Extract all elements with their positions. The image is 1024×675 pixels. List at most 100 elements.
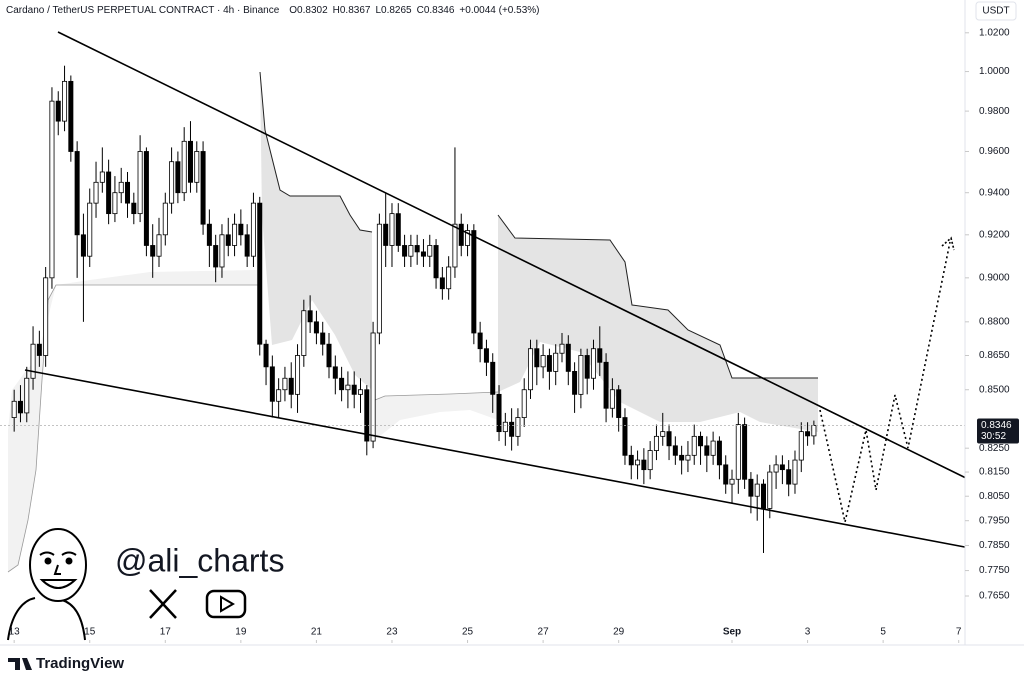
x-tick-label: 23 <box>386 627 398 638</box>
candle-body <box>798 431 804 461</box>
x-icon <box>149 589 177 619</box>
candle-body <box>402 245 408 257</box>
candle-body <box>62 80 68 122</box>
avatar-brows <box>39 551 77 556</box>
candle-body <box>269 366 275 402</box>
candle-body <box>181 140 187 194</box>
currency-box[interactable] <box>975 1 1017 21</box>
candle-body <box>502 421 508 433</box>
candle-body <box>578 355 584 395</box>
avatar-nose <box>53 564 61 575</box>
y-tick-label: 0.8500 <box>979 384 1010 395</box>
candle-body <box>383 223 389 246</box>
candle-body <box>43 277 49 356</box>
y-tick-label: 0.9000 <box>979 272 1010 283</box>
candle-body <box>515 417 521 437</box>
candle-body <box>244 234 250 257</box>
candle-body <box>540 355 546 368</box>
lower-trendline <box>24 369 971 549</box>
candle-body <box>792 459 798 485</box>
x-tick-label: 13 <box>9 627 21 638</box>
ohlc-high: H0.8367 <box>333 5 371 16</box>
ohlc-close: C0.8346 <box>417 5 455 16</box>
cloud-edge <box>374 391 499 401</box>
cloud-middle <box>260 72 372 390</box>
candle-body <box>609 389 615 409</box>
candle-body <box>805 431 811 437</box>
x-tick-label: 7 <box>956 627 962 638</box>
candle-body <box>767 471 773 509</box>
candle-body <box>206 223 212 246</box>
candle-body <box>698 435 704 447</box>
candle-body <box>641 459 647 471</box>
candle-body <box>30 343 36 379</box>
branding-text: TradingView <box>36 655 124 672</box>
avatar-eye <box>44 557 52 565</box>
x-tick-label: 15 <box>84 627 96 638</box>
x-tick-label: 27 <box>538 627 550 638</box>
candle-body <box>666 431 672 447</box>
y-tick-label: 0.8250 <box>979 443 1010 454</box>
indicator-clouds <box>7 71 818 573</box>
candle-body <box>143 151 149 246</box>
candle-body <box>313 321 319 334</box>
candle-body <box>483 348 489 363</box>
candle-body <box>24 377 30 414</box>
candle-body <box>395 213 401 246</box>
candle-body <box>628 454 634 466</box>
branding: TradingView <box>8 655 124 672</box>
candle-body <box>87 202 93 257</box>
candle-body <box>17 400 23 414</box>
candle-body <box>716 440 722 466</box>
y-tick-label: 1.0200 <box>979 27 1010 38</box>
x-tick-label: 19 <box>235 627 247 638</box>
avatar <box>7 528 87 641</box>
candle-body <box>250 202 256 257</box>
candle-body <box>351 384 357 395</box>
candle-body <box>685 454 691 461</box>
candle-body <box>679 454 685 461</box>
projection-path <box>819 241 951 523</box>
candle-body <box>357 389 363 395</box>
candle-body <box>616 389 622 418</box>
candle-body <box>106 171 112 215</box>
candle-body <box>389 213 395 246</box>
countdown-label: 30:52 <box>981 431 1006 442</box>
candle-body <box>36 343 42 356</box>
candle-body <box>263 343 269 368</box>
candle-body <box>647 450 653 471</box>
candle-body <box>49 100 55 279</box>
avatar-smile <box>39 579 78 589</box>
candle-body <box>131 202 137 215</box>
candle-body <box>559 343 565 354</box>
candle-body <box>345 384 351 391</box>
candle-body <box>729 478 735 485</box>
candle-body <box>490 361 496 395</box>
candle-body <box>11 400 17 418</box>
candle-body <box>748 478 754 497</box>
youtube-frame <box>205 589 247 619</box>
candle-body <box>691 435 697 456</box>
candle-body <box>635 459 641 466</box>
candle-body <box>370 332 376 442</box>
candle-body <box>811 425 817 437</box>
x-tick-label: 3 <box>805 627 811 638</box>
candle-body <box>452 223 458 268</box>
last-price-label: 0.8346 <box>981 420 1012 431</box>
candle-body <box>622 417 628 456</box>
candle-body <box>754 483 760 497</box>
candle-body <box>282 377 288 391</box>
y-tick-label: 0.8150 <box>979 467 1010 478</box>
x-tick-label: Sep <box>723 627 741 638</box>
candle-body <box>232 223 238 246</box>
ohlc-open: O0.8302 <box>289 5 328 16</box>
x-icon-stroke <box>149 589 177 619</box>
y-tick-label: 0.7650 <box>979 591 1010 602</box>
candle-body <box>446 266 452 290</box>
candle-body <box>320 332 326 345</box>
candle-body <box>660 431 666 437</box>
candle-body <box>326 343 332 368</box>
candle-body <box>55 100 61 122</box>
candle-body <box>80 234 86 257</box>
